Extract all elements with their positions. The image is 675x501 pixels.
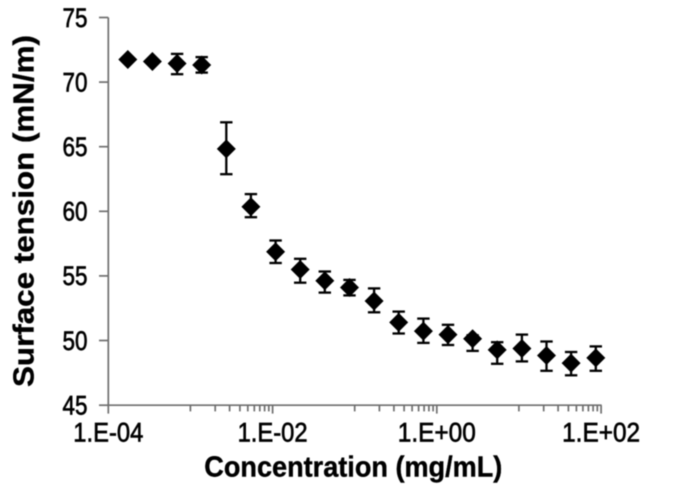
svg-text:75: 75 xyxy=(63,3,88,33)
svg-text:60: 60 xyxy=(63,197,88,227)
svg-text:65: 65 xyxy=(63,132,88,162)
svg-text:Concentration (mg/mL): Concentration (mg/mL) xyxy=(204,451,502,483)
svg-text:50: 50 xyxy=(63,326,88,356)
svg-text:1.E+02: 1.E+02 xyxy=(562,418,640,448)
svg-text:1.E-02: 1.E-02 xyxy=(238,418,308,448)
svg-text:1.E-04: 1.E-04 xyxy=(73,418,143,448)
svg-text:1.E+00: 1.E+00 xyxy=(398,418,476,448)
svg-text:55: 55 xyxy=(63,261,88,291)
svg-text:Surface tension (mN/m): Surface tension (mN/m) xyxy=(9,35,41,387)
svg-text:45: 45 xyxy=(63,391,88,421)
svg-text:70: 70 xyxy=(63,67,88,97)
